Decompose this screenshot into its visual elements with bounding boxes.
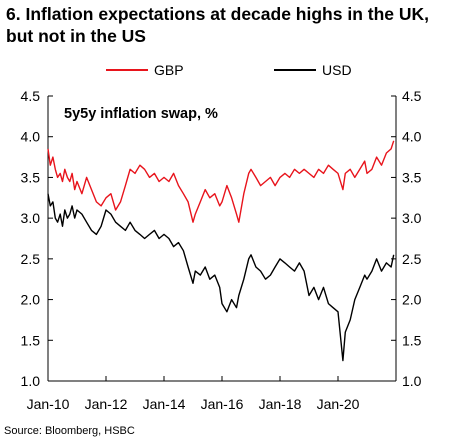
legend-item-gbp: GBP — [106, 62, 184, 78]
y-tick-label-right: 1.0 — [402, 373, 422, 389]
y-tick-label-left: 1.5 — [21, 332, 41, 348]
y-tick-label-left: 4.5 — [21, 88, 41, 104]
legend-item-usd: USD — [274, 62, 352, 78]
x-tick-label: Jan-10 — [27, 396, 70, 412]
y-tick-label-right: 2.5 — [402, 251, 422, 267]
y-tick-label-left: 2.0 — [21, 292, 41, 308]
y-tick-label-right: 1.5 — [402, 332, 422, 348]
y-tick-label-right: 4.0 — [402, 129, 422, 145]
x-tick-label: Jan-20 — [317, 396, 360, 412]
legend-label-usd: USD — [322, 62, 352, 78]
legend-swatch-gbp — [106, 69, 148, 71]
legend-swatch-usd — [274, 69, 316, 71]
legend-label-gbp: GBP — [154, 62, 184, 78]
y-tick-label-left: 4.0 — [21, 129, 41, 145]
x-tick-label: Jan-18 — [259, 396, 302, 412]
y-tick-label-left: 2.5 — [21, 251, 41, 267]
series-line-usd — [47, 193, 395, 362]
x-tick-label: Jan-16 — [201, 396, 244, 412]
y-tick-label-left: 1.0 — [21, 373, 41, 389]
y-tick-label-right: 4.5 — [402, 88, 422, 104]
y-tick-label-right: 2.0 — [402, 292, 422, 308]
source-note: Source: Bloomberg, HSBC — [4, 425, 135, 437]
y-tick-label-left: 3.5 — [21, 169, 41, 185]
chart-annotation: 5y5y inflation swap, % — [64, 106, 218, 122]
x-tick-label: Jan-14 — [143, 396, 186, 412]
legend: GBP USD — [0, 62, 449, 82]
chart-title: 6. Inflation expectations at decade high… — [6, 4, 429, 46]
axes: 1.0 1.0 1.5 1.5 2.0 2.0 2.5 2.5 3.0 3.0 3.5 3.5 4.0 4… — [21, 88, 422, 412]
series-layer — [47, 140, 395, 362]
y-tick-label-right: 3.5 — [402, 169, 422, 185]
y-tick-label-right: 3.0 — [402, 210, 422, 226]
x-tick-label: Jan-12 — [85, 396, 128, 412]
series-line-gbp — [47, 140, 395, 223]
y-tick-label-left: 3.0 — [21, 210, 41, 226]
